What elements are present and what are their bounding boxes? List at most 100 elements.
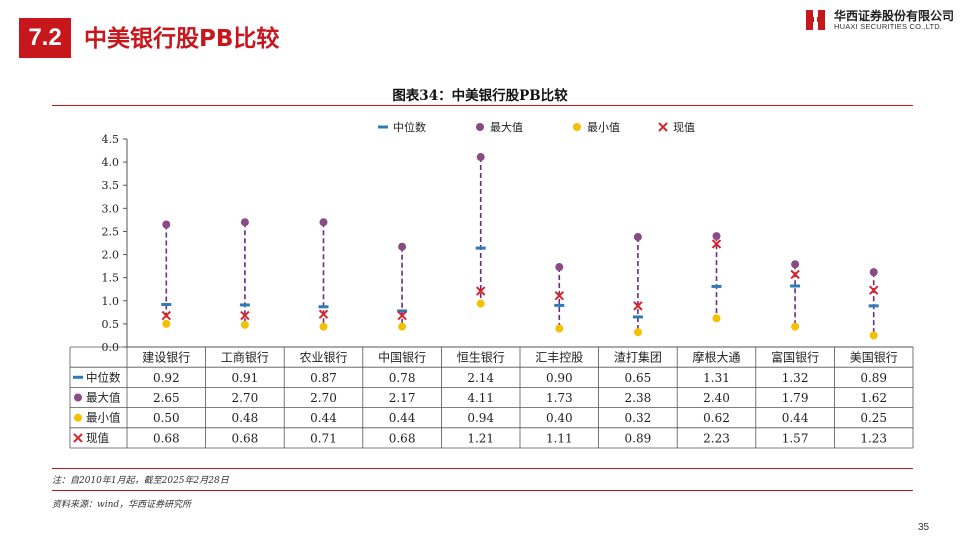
table-cell: 0.50 (153, 411, 180, 425)
table-cell: 0.94 (467, 411, 494, 425)
legend-marker-min (573, 123, 581, 131)
current-point (868, 285, 879, 295)
table-cell: 1.21 (467, 431, 494, 445)
table-cell: 0.68 (389, 431, 416, 445)
table-cell: 0.44 (310, 411, 337, 425)
table-cell: 4.11 (467, 391, 494, 405)
y-tick-label: 4.5 (102, 133, 120, 146)
min-point (633, 328, 642, 337)
current-point (633, 301, 643, 311)
table-category-label: 工商银行 (221, 350, 269, 365)
legend-label: 最小值 (587, 121, 620, 134)
legend-label: 现值 (673, 121, 695, 134)
min-point (712, 314, 721, 323)
table-category-label: 渣打集团 (614, 350, 662, 365)
current-point-stroke (240, 310, 250, 321)
table-cell: 1.57 (782, 431, 809, 445)
current-point-stroke (868, 285, 879, 295)
y-tick-label: 4.0 (102, 156, 120, 169)
table-bottom-divider (52, 468, 913, 469)
y-tick-label: 1.5 (102, 272, 120, 285)
y-tick-label: 0.5 (102, 318, 120, 331)
max-point (555, 263, 564, 272)
table-row-marker-min (74, 413, 82, 422)
page-number: 35 (918, 522, 930, 533)
table-cell: 0.44 (389, 411, 416, 425)
current-point (240, 310, 250, 321)
table-cell: 0.44 (782, 411, 809, 425)
table-cell: 0.71 (310, 431, 337, 445)
current-point (475, 286, 486, 296)
brand-name-cn: 华西证券股份有限公司 (834, 9, 955, 23)
table-cell: 0.90 (546, 371, 573, 385)
table-cell: 1.73 (546, 391, 573, 405)
min-point (791, 322, 800, 331)
footnote: 注：自2010年1月起，截至2025年2月28日 (52, 476, 229, 486)
min-point (476, 299, 485, 308)
table-cell: 0.62 (703, 411, 730, 425)
company-logo (806, 8, 825, 32)
current-point-stroke (475, 286, 486, 296)
y-tick-label: 2.5 (102, 225, 120, 238)
current-point-stroke (554, 290, 565, 301)
current-point-stroke (711, 239, 722, 249)
table-cell: 2.70 (310, 391, 337, 405)
current-point (554, 290, 565, 301)
table-cell: 0.91 (232, 371, 259, 385)
table-cell: 1.62 (860, 391, 887, 405)
current-point-stroke (397, 310, 407, 321)
table-cell: 1.79 (782, 391, 809, 405)
current-point (790, 269, 800, 280)
brand-name-en: HUAXI SECURITIES CO.,LTD. (834, 22, 943, 31)
min-point (869, 331, 878, 340)
table-category-label: 农业银行 (299, 351, 347, 365)
max-point (476, 153, 485, 162)
table-cell: 2.70 (232, 391, 259, 405)
table-cell: 0.89 (625, 431, 652, 445)
table-category-label: 恒生银行 (457, 351, 505, 365)
y-tick-label: 1.0 (102, 295, 120, 308)
table-cell: 0.68 (232, 431, 259, 445)
table-cell: 0.32 (625, 411, 652, 425)
chart-title: 图表34：中美银行股PB比较 (392, 88, 568, 104)
current-point-stroke (633, 301, 643, 311)
table-row-label: 现值 (86, 431, 109, 445)
min-point (398, 322, 407, 331)
min-point (240, 320, 249, 329)
current-point (711, 239, 722, 249)
page-title: 中美银行股PB比较 (84, 26, 280, 52)
current-point-stroke (790, 269, 800, 280)
table-row-marker-max (74, 393, 82, 402)
legend-marker-max (476, 123, 484, 131)
max-point (240, 218, 249, 227)
table-cell: 1.31 (703, 371, 730, 385)
table-row-marker-current (73, 433, 83, 443)
current-point-stroke (161, 310, 172, 321)
max-point (633, 232, 642, 241)
table-category-label: 建设银行 (142, 351, 190, 365)
min-point (319, 322, 328, 331)
table-cell: 1.32 (782, 371, 809, 385)
table-category-label: 富国银行 (771, 350, 819, 365)
table-cell: 2.38 (625, 391, 652, 405)
table-cell: 2.40 (703, 391, 730, 405)
table-category-label: 中国银行 (378, 350, 426, 365)
min-point (162, 319, 171, 328)
y-tick-label: 3.0 (102, 202, 120, 215)
table-cell: 0.89 (860, 371, 887, 385)
max-point (791, 260, 800, 269)
table-cell: 0.65 (625, 371, 652, 385)
section-number-badge: 7.2 (19, 18, 71, 58)
table-cell: 0.78 (389, 371, 416, 385)
title-divider (52, 105, 913, 106)
source-note: 资料来源：wind，华西证券研究所 (52, 500, 192, 510)
current-point (161, 310, 172, 321)
max-point (712, 232, 721, 241)
table-category-label: 摩根大通 (692, 350, 740, 365)
table-cell: 2.14 (467, 371, 494, 385)
table-cell: 2.23 (703, 431, 730, 445)
max-point (319, 218, 328, 227)
y-tick-label: 0.0 (102, 341, 120, 354)
table-cell: 0.48 (232, 411, 259, 425)
